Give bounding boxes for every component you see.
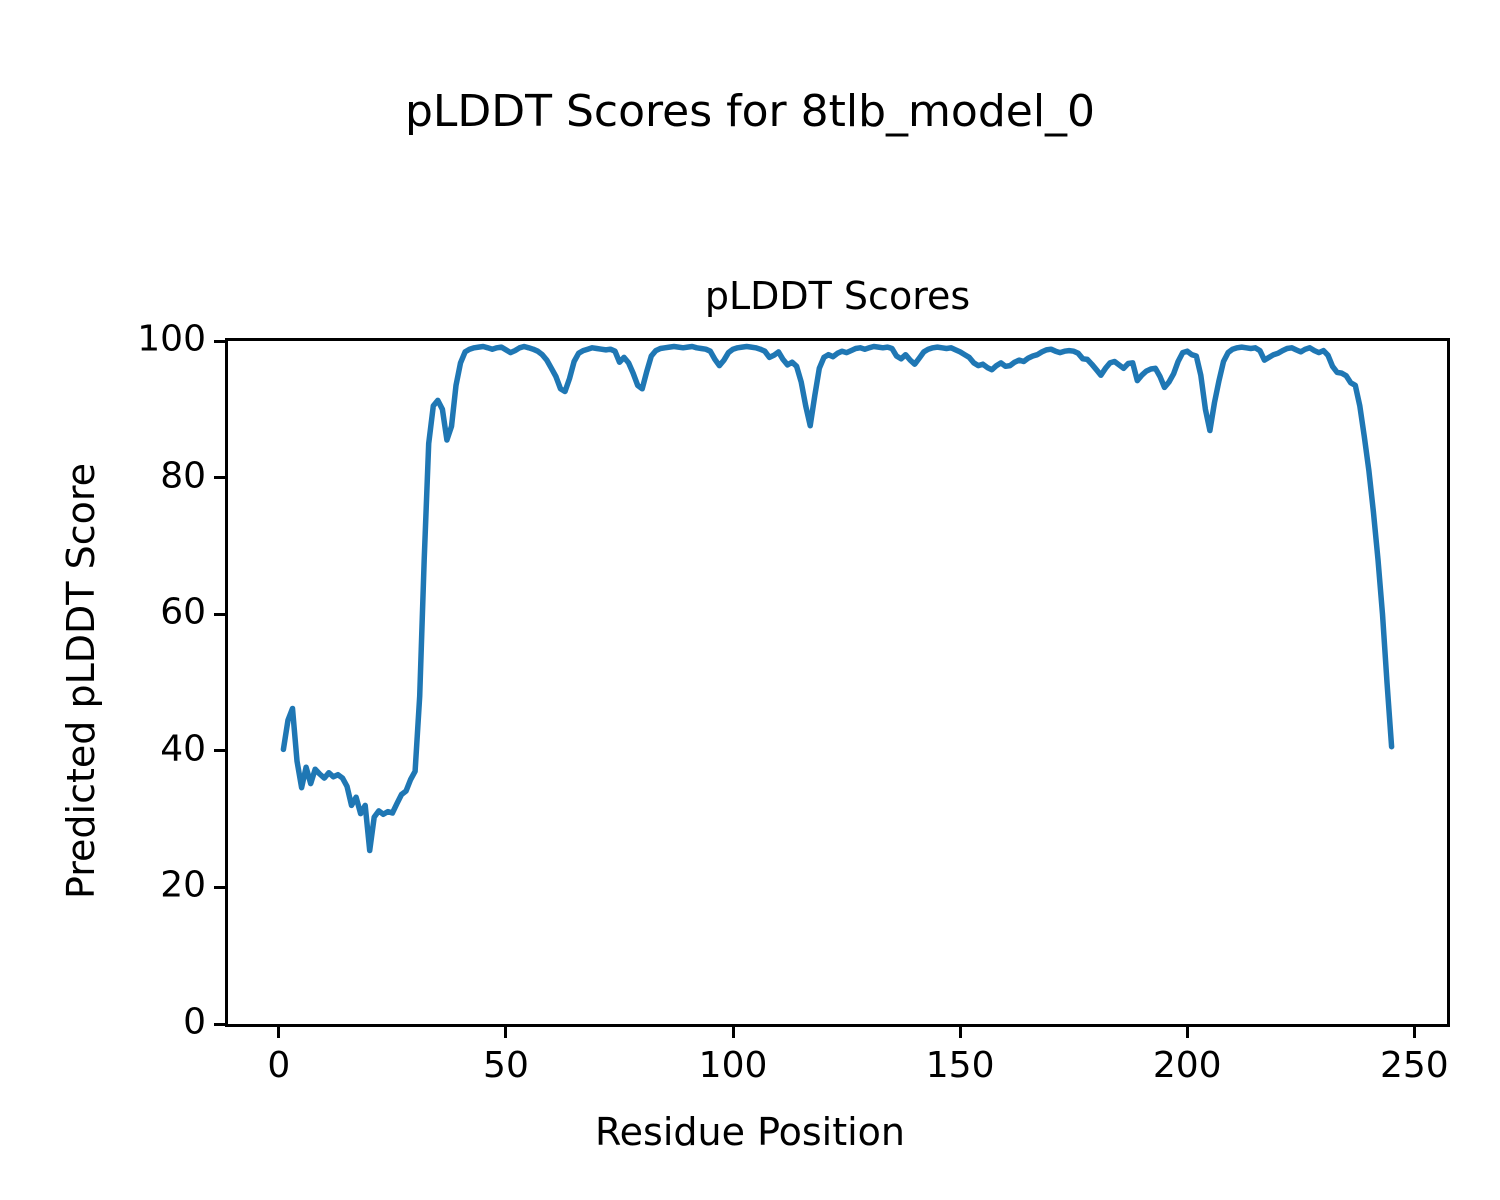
x-tick-mark xyxy=(731,1026,735,1038)
y-tick-mark xyxy=(214,612,226,616)
y-tick-label: 40 xyxy=(160,728,206,770)
x-tick-label: 200 xyxy=(1152,1045,1222,1086)
y-tick-label: 100 xyxy=(137,318,206,360)
y-tick-label: 60 xyxy=(160,591,206,633)
x-tick-mark xyxy=(504,1026,508,1038)
y-tick-mark xyxy=(214,1022,226,1026)
y-tick-mark xyxy=(214,476,226,480)
x-tick-mark xyxy=(1412,1026,1416,1038)
y-tick-mark xyxy=(214,885,226,889)
x-axis-label: Residue Position xyxy=(594,1110,906,1154)
x-tick-label: 50 xyxy=(483,1045,529,1086)
y-tick-label: 20 xyxy=(160,864,206,906)
plot-svg xyxy=(280,343,1395,854)
x-tick-label: 150 xyxy=(925,1045,995,1086)
plddt-line xyxy=(280,343,1395,854)
x-tick-label: 0 xyxy=(267,1045,291,1086)
x-tick-label: 100 xyxy=(698,1045,768,1086)
x-tick-mark xyxy=(1185,1026,1189,1038)
y-axis-label: Predicted pLDDT Score xyxy=(59,463,104,899)
y-tick-label: 0 xyxy=(183,1001,206,1043)
y-tick-mark xyxy=(214,339,226,343)
x-tick-label: 250 xyxy=(1379,1045,1449,1086)
x-tick-mark xyxy=(277,1026,281,1038)
axes-title: pLDDT Scores xyxy=(704,274,971,318)
x-tick-mark xyxy=(958,1026,962,1038)
y-tick-label: 80 xyxy=(160,455,206,497)
figure-title: pLDDT Scores for 8tlb_model_0 xyxy=(404,86,1096,137)
y-tick-mark xyxy=(214,749,226,753)
